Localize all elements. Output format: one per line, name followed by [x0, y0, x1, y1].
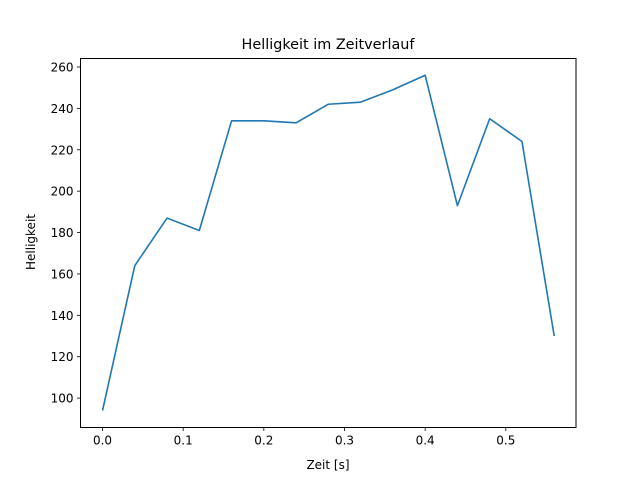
x-axis-label: Zeit [s]	[306, 458, 349, 472]
y-tick-label: 260	[51, 60, 74, 74]
y-tick-label: 120	[51, 350, 74, 364]
x-tick-label: 0.5	[496, 434, 515, 448]
y-tick-label: 220	[51, 143, 74, 157]
x-tick-label: 0.0	[93, 434, 112, 448]
y-tick-label: 100	[51, 392, 74, 406]
x-tick-label: 0.1	[174, 434, 193, 448]
x-tick-label: 0.2	[254, 434, 273, 448]
y-tick-label: 180	[51, 226, 74, 240]
y-tick-label: 160	[51, 267, 74, 281]
x-tick-label: 0.4	[416, 434, 435, 448]
y-axis-label: Helligkeit	[24, 214, 38, 270]
y-tick-label: 240	[51, 102, 74, 116]
chart-title: Helligkeit im Zeitverlauf	[242, 37, 416, 53]
y-tick-label: 140	[51, 309, 74, 323]
x-tick-label: 0.3	[335, 434, 354, 448]
y-tick-label: 200	[51, 185, 74, 199]
